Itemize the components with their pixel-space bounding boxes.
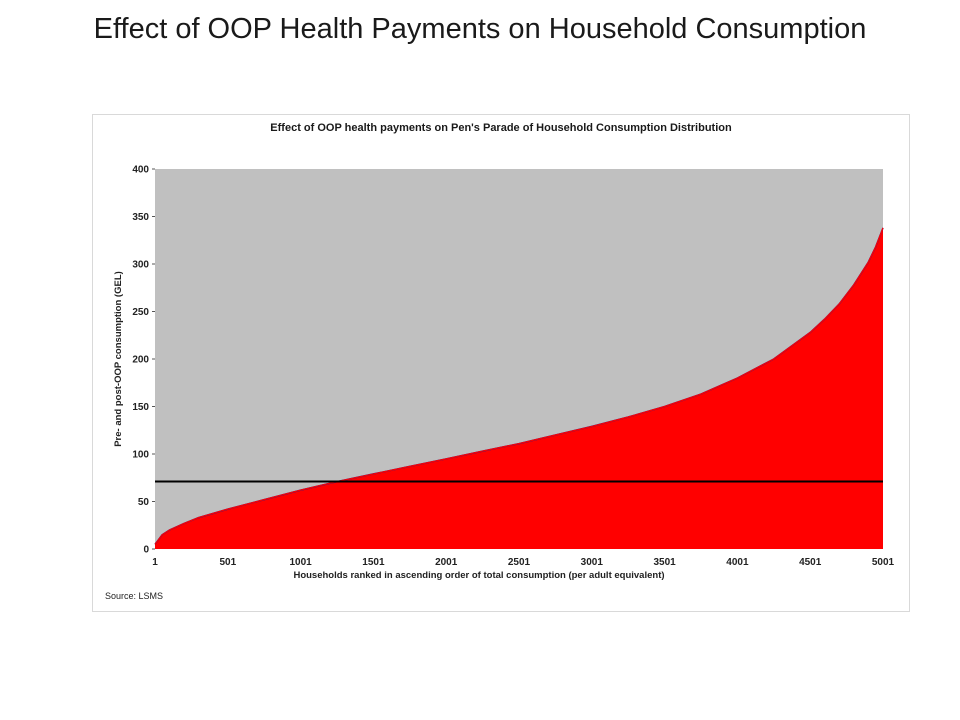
x-tick-label: 5001	[872, 557, 895, 568]
y-tick-label: 250	[132, 307, 149, 318]
x-tick-label: 2501	[508, 557, 531, 568]
y-tick-label: 400	[132, 165, 149, 176]
x-axis: 1 501 1001 1501 2001 2501 3001 3501 4001 4501 5001	[152, 557, 894, 568]
x-tick-label: 3001	[581, 557, 604, 568]
y-axis-label: Pre- and post-OOP consumption (GEL)	[113, 271, 124, 447]
y-tick-label: 300	[132, 260, 149, 271]
x-tick-label: 1001	[289, 557, 312, 568]
x-tick-label: 2001	[435, 557, 458, 568]
y-tick-label: 350	[132, 212, 149, 223]
slide-title: Effect of OOP Health Payments on Househo…	[93, 13, 867, 45]
x-axis-label: Households ranked in ascending order of …	[293, 570, 664, 581]
x-tick-label: 1	[152, 557, 158, 568]
pens-parade-chart: Effect of OOP health payments on Pen's P…	[105, 122, 895, 601]
x-tick-label: 4001	[726, 557, 749, 568]
x-tick-label: 501	[219, 557, 236, 568]
post-oop-line	[154, 227, 884, 545]
chart-frame: Effect of OOP health payments on Pen's P…	[92, 114, 910, 612]
y-tick-label: 100	[132, 450, 149, 461]
x-tick-label: 4501	[799, 557, 822, 568]
y-axis: 0 50 100 150 200 250 300 350 400	[132, 165, 155, 556]
x-tick-label: 1501	[362, 557, 385, 568]
x-tick-label: 3501	[653, 557, 676, 568]
y-tick-label: 0	[143, 545, 149, 556]
y-tick-label: 150	[132, 402, 149, 413]
post-oop-area	[155, 227, 883, 549]
y-tick-label: 200	[132, 355, 149, 366]
y-tick-label: 50	[138, 497, 150, 508]
chart-title: Effect of OOP health payments on Pen's P…	[270, 122, 732, 134]
source-note: Source: LSMS	[105, 591, 163, 601]
